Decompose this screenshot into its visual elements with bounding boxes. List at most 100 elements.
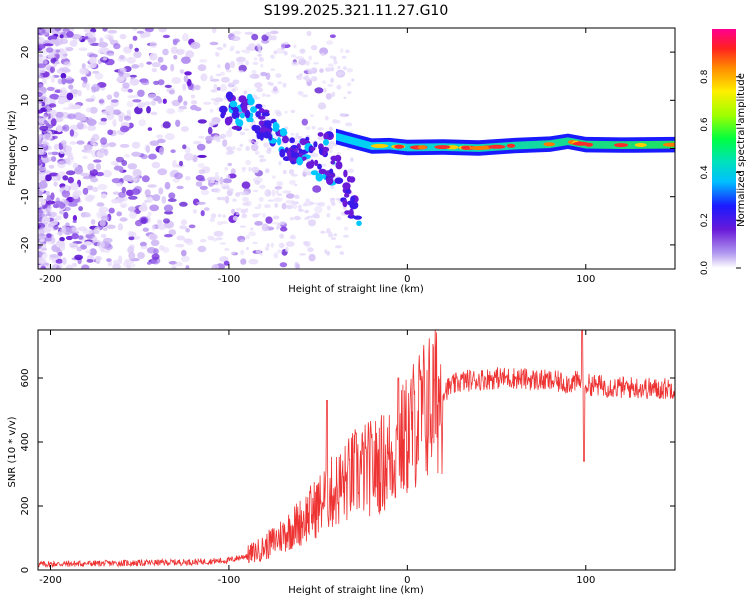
noise-cell bbox=[336, 71, 342, 76]
noise-cell bbox=[280, 226, 288, 232]
noise-cell bbox=[65, 170, 76, 176]
signal-cloud-cell bbox=[314, 159, 319, 167]
noise-cell bbox=[162, 48, 169, 56]
noise-cell bbox=[297, 216, 302, 220]
noise-cell bbox=[209, 180, 216, 184]
signal-cloud-cell bbox=[288, 156, 295, 162]
noise-cell bbox=[107, 261, 113, 267]
noise-cell bbox=[185, 176, 191, 181]
noise-cell bbox=[99, 37, 104, 44]
noise-cell bbox=[95, 256, 101, 262]
colorbar-gradient bbox=[712, 29, 736, 268]
noise-cell bbox=[252, 167, 258, 171]
noise-cell bbox=[146, 196, 154, 203]
noise-cell bbox=[95, 163, 102, 171]
noise-cell bbox=[279, 233, 284, 239]
noise-cell bbox=[93, 86, 100, 92]
noise-cell bbox=[56, 68, 64, 74]
noise-cell bbox=[38, 251, 43, 258]
noise-cell bbox=[241, 213, 248, 219]
noise-cell bbox=[100, 193, 107, 199]
noise-cell bbox=[172, 40, 178, 46]
noise-cell bbox=[163, 218, 170, 224]
noise-cell bbox=[76, 246, 83, 252]
noise-cell bbox=[305, 77, 311, 82]
noise-cell bbox=[38, 226, 46, 235]
noise-cell bbox=[245, 146, 250, 151]
noise-cell bbox=[59, 242, 66, 251]
x-tick-label: 100 bbox=[576, 575, 595, 586]
noise-cell bbox=[61, 77, 67, 85]
signal-cloud-cell bbox=[315, 172, 324, 182]
noise-cell bbox=[85, 249, 92, 254]
noise-cell bbox=[146, 261, 152, 265]
noise-cell bbox=[184, 71, 192, 76]
noise-cell bbox=[244, 31, 254, 35]
noise-cell bbox=[177, 95, 183, 103]
ridge-hot-spot bbox=[370, 143, 389, 148]
noise-cell bbox=[38, 190, 43, 197]
noise-cell bbox=[215, 73, 222, 77]
noise-cell bbox=[151, 62, 161, 68]
noise-cell bbox=[127, 88, 133, 93]
noise-cell bbox=[183, 153, 194, 161]
noise-cell bbox=[50, 151, 60, 156]
signal-cloud-cell bbox=[313, 141, 318, 148]
noise-cell bbox=[101, 110, 111, 115]
noise-cell bbox=[185, 50, 195, 59]
noise-cell bbox=[310, 45, 318, 51]
spectrogram-y-ticks: -20 -10 0 10 20 bbox=[20, 46, 675, 253]
noise-cell bbox=[78, 47, 88, 51]
noise-cell bbox=[157, 219, 163, 225]
noise-cell bbox=[66, 31, 74, 38]
noise-cell bbox=[274, 186, 283, 190]
noise-cell bbox=[279, 262, 288, 268]
noise-cell bbox=[66, 76, 73, 81]
noise-cell bbox=[50, 57, 57, 64]
noise-cell bbox=[315, 202, 322, 206]
y-tick-label: 400 bbox=[20, 432, 31, 451]
noise-cell bbox=[82, 175, 92, 180]
noise-cell bbox=[248, 140, 255, 143]
noise-cell bbox=[324, 67, 332, 72]
noise-cell bbox=[70, 40, 78, 46]
noise-cell bbox=[253, 189, 259, 193]
noise-cell bbox=[335, 245, 342, 249]
noise-cell bbox=[117, 223, 123, 231]
noise-cell bbox=[216, 196, 223, 201]
noise-cell bbox=[328, 126, 333, 132]
noise-cell bbox=[126, 263, 136, 268]
noise-cell bbox=[178, 160, 184, 167]
noise-cell bbox=[264, 226, 269, 231]
noise-cell bbox=[171, 265, 177, 269]
noise-cell bbox=[93, 226, 101, 235]
noise-cell bbox=[281, 202, 287, 210]
noise-cell bbox=[213, 230, 224, 237]
noise-cell bbox=[214, 174, 220, 179]
noise-cell bbox=[47, 151, 52, 155]
noise-cell bbox=[208, 120, 216, 127]
noise-cell bbox=[55, 258, 63, 264]
noise-cell bbox=[347, 91, 352, 94]
noise-cell bbox=[140, 245, 148, 250]
noise-cell bbox=[254, 150, 260, 155]
noise-cell bbox=[226, 174, 231, 179]
noise-cell bbox=[259, 184, 266, 189]
noise-cell bbox=[67, 113, 76, 120]
noise-cell bbox=[68, 84, 74, 90]
noise-cell bbox=[239, 239, 246, 243]
noise-cell bbox=[254, 221, 263, 226]
noise-cell bbox=[267, 190, 271, 196]
noise-cell bbox=[270, 30, 279, 35]
noise-cell bbox=[258, 49, 262, 54]
noise-cell bbox=[286, 204, 293, 210]
noise-cell bbox=[67, 202, 78, 207]
noise-cell bbox=[159, 147, 164, 156]
noise-cell bbox=[112, 263, 121, 269]
signal-cloud-cell bbox=[296, 143, 301, 151]
noise-cell bbox=[48, 103, 57, 108]
ridge-hot-spot bbox=[543, 142, 555, 147]
noise-cell bbox=[113, 91, 120, 98]
noise-cell bbox=[308, 55, 312, 61]
